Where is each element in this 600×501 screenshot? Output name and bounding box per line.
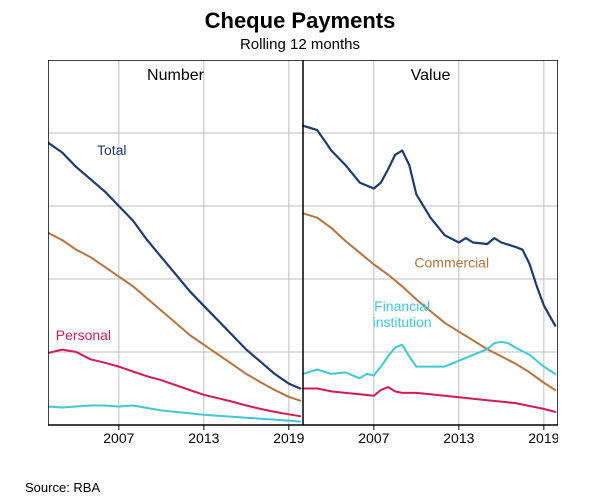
svg-text:Personal: Personal: [56, 327, 111, 343]
svg-text:Financial: Financial: [374, 298, 430, 314]
svg-text:Total: Total: [97, 142, 127, 158]
chart-subtitle: Rolling 12 months: [0, 36, 600, 53]
svg-text:2019: 2019: [273, 430, 304, 446]
svg-text:Number: Number: [147, 67, 205, 84]
chart-container: Cheque Payments Rolling 12 months Number…: [0, 0, 600, 501]
svg-text:2013: 2013: [188, 430, 219, 446]
svg-text:institution: institution: [373, 314, 432, 330]
svg-text:Commercial: Commercial: [414, 254, 489, 270]
chart-svg: NumberTotalPersonal0150300450600m2007201…: [48, 60, 558, 455]
svg-text:2019: 2019: [528, 430, 558, 446]
source-text: Source: RBA: [25, 480, 100, 495]
svg-text:Value: Value: [411, 67, 451, 84]
chart-title: Cheque Payments: [0, 0, 600, 34]
svg-text:2013: 2013: [443, 430, 474, 446]
svg-text:2007: 2007: [358, 430, 389, 446]
svg-text:2007: 2007: [103, 430, 134, 446]
chart-area: NumberTotalPersonal0150300450600m2007201…: [48, 60, 558, 455]
